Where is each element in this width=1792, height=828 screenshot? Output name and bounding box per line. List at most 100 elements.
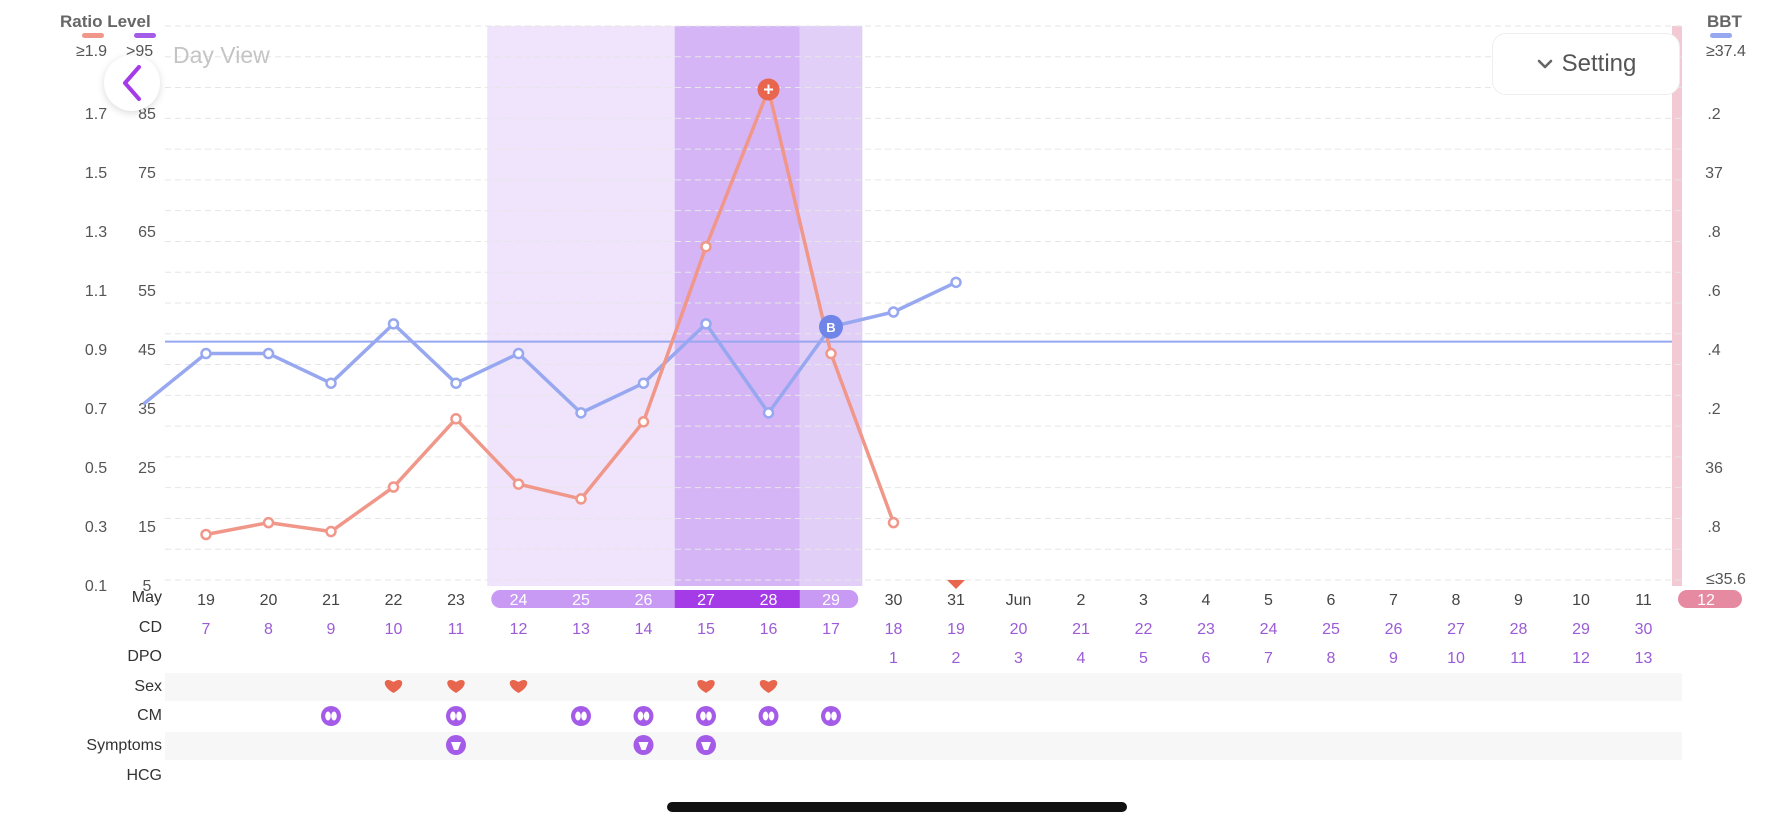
cd-value: 29 bbox=[1572, 621, 1590, 638]
cm-icon bbox=[446, 706, 466, 726]
date-label: 29 bbox=[822, 592, 840, 609]
home-indicator bbox=[667, 802, 1127, 812]
cd-value: 8 bbox=[264, 621, 273, 638]
ratio-axis-top: ≥1.9 bbox=[76, 43, 108, 60]
date-label: 10 bbox=[1572, 592, 1590, 609]
date-label: 3 bbox=[1139, 592, 1148, 609]
bbt-point bbox=[512, 347, 525, 360]
setting-button[interactable]: Setting bbox=[1492, 33, 1680, 95]
bbt-marker bbox=[819, 314, 843, 339]
cd-value: 11 bbox=[448, 621, 465, 638]
bbt-point bbox=[325, 377, 337, 389]
cd-value: 9 bbox=[327, 621, 336, 638]
date-label: 6 bbox=[1327, 592, 1336, 609]
ratio-point bbox=[887, 516, 900, 529]
level-axis-tick: 55 bbox=[138, 283, 156, 300]
month-row-label: May bbox=[131, 589, 162, 606]
ratio-axis-tick: 1.3 bbox=[85, 224, 107, 241]
cm-icon-drop bbox=[325, 711, 331, 721]
ratio-point bbox=[387, 481, 400, 493]
heart-icon bbox=[509, 680, 528, 693]
date-label: 23 bbox=[447, 592, 465, 609]
dpo-value: 2 bbox=[952, 650, 961, 667]
bbt-point bbox=[200, 347, 212, 360]
cd-value: 17 bbox=[822, 621, 840, 638]
bbt-axis-tick: 36 bbox=[1705, 460, 1723, 477]
level-axis-tick: 5 bbox=[143, 578, 152, 595]
dpo-value: 13 bbox=[1635, 650, 1653, 667]
level-axis-tick: 15 bbox=[138, 519, 156, 536]
bbt-point bbox=[887, 306, 900, 318]
heart-icon bbox=[759, 680, 778, 693]
ratio-point bbox=[200, 528, 212, 541]
date-label: 31 bbox=[947, 592, 965, 609]
date-label: 7 bbox=[1389, 592, 1398, 609]
ratio-point bbox=[700, 240, 712, 253]
ratio-axis-tick: 0.5 bbox=[85, 460, 107, 477]
heart-icon bbox=[384, 680, 403, 693]
bbt-point bbox=[262, 347, 275, 360]
bbt-legend-swatch bbox=[1710, 33, 1732, 38]
cm-icon-drop bbox=[637, 711, 644, 721]
peak-marker-symbol: + bbox=[763, 80, 774, 100]
cd-value: 27 bbox=[1447, 621, 1465, 638]
peak-date-pill bbox=[674, 590, 800, 608]
cm-icon-drop bbox=[581, 711, 587, 721]
view-title: Day View bbox=[173, 42, 270, 68]
date-label: 30 bbox=[885, 592, 903, 609]
bbt-point bbox=[575, 407, 587, 419]
bbt-axis-tick: .8 bbox=[1707, 519, 1720, 536]
cd-value: 19 bbox=[947, 621, 965, 638]
bbt-point bbox=[950, 276, 962, 289]
cm-icon bbox=[696, 706, 716, 726]
heart-icon bbox=[447, 680, 465, 693]
bbt-axis-tick: .4 bbox=[1707, 342, 1720, 359]
cd-value: 13 bbox=[572, 621, 590, 638]
cd-value: 18 bbox=[885, 621, 903, 638]
cm-icon bbox=[821, 706, 841, 726]
back-button[interactable] bbox=[104, 55, 160, 111]
dpo-value: 4 bbox=[1077, 650, 1086, 667]
bbt-axis-tick: 37 bbox=[1705, 165, 1723, 182]
ratio-axis-tick: 0.7 bbox=[85, 401, 107, 418]
dpo-value: 3 bbox=[1014, 650, 1023, 667]
cd-value: 10 bbox=[385, 621, 403, 638]
bbt-axis-tick: .2 bbox=[1707, 106, 1720, 123]
date-label: Jun bbox=[1006, 592, 1032, 609]
level-axis-tick: 65 bbox=[138, 224, 156, 241]
symptom-icon-glyph bbox=[701, 742, 711, 750]
level-axis-tick: 25 bbox=[138, 460, 156, 477]
dpo-value: 7 bbox=[1264, 650, 1273, 667]
ratio-legend-swatch bbox=[82, 33, 104, 38]
cm-icon-drop bbox=[825, 711, 831, 721]
cm-icon bbox=[758, 706, 779, 726]
symptoms-row-bg bbox=[165, 732, 1682, 760]
ratio-point bbox=[637, 416, 650, 428]
chevron-left-icon bbox=[123, 65, 141, 101]
dpo-value: 10 bbox=[1447, 650, 1465, 667]
period-date-pill bbox=[1678, 590, 1742, 608]
cm-icon-drop bbox=[450, 711, 456, 721]
cm-icon-drop bbox=[575, 711, 581, 721]
cd-value: 30 bbox=[1635, 621, 1653, 638]
symptom-icon-glyph bbox=[451, 742, 461, 750]
dpo-value: 8 bbox=[1327, 650, 1336, 667]
date-label: 2 bbox=[1077, 592, 1086, 609]
cm-row-label: CM bbox=[137, 707, 162, 724]
hcg-row-label: HCG bbox=[126, 767, 162, 784]
ratio-axis-tick: 1.7 bbox=[85, 106, 107, 123]
date-label: 22 bbox=[385, 592, 403, 609]
dpo-row-label: DPO bbox=[127, 648, 162, 665]
bbt-point bbox=[762, 407, 775, 419]
post-peak-band bbox=[799, 26, 863, 586]
ratio-level-header: Ratio Level bbox=[60, 12, 151, 31]
level-axis-tick: 85 bbox=[138, 106, 156, 123]
ratio-axis-tick: 1.1 bbox=[85, 283, 107, 300]
level-axis-tick: 75 bbox=[138, 165, 156, 182]
cd-value: 28 bbox=[1510, 621, 1528, 638]
symptoms-row-label: Symptoms bbox=[86, 737, 162, 754]
cm-icon bbox=[633, 706, 654, 726]
sex-row-bg bbox=[165, 673, 1682, 701]
dpo-value: 5 bbox=[1139, 650, 1148, 667]
